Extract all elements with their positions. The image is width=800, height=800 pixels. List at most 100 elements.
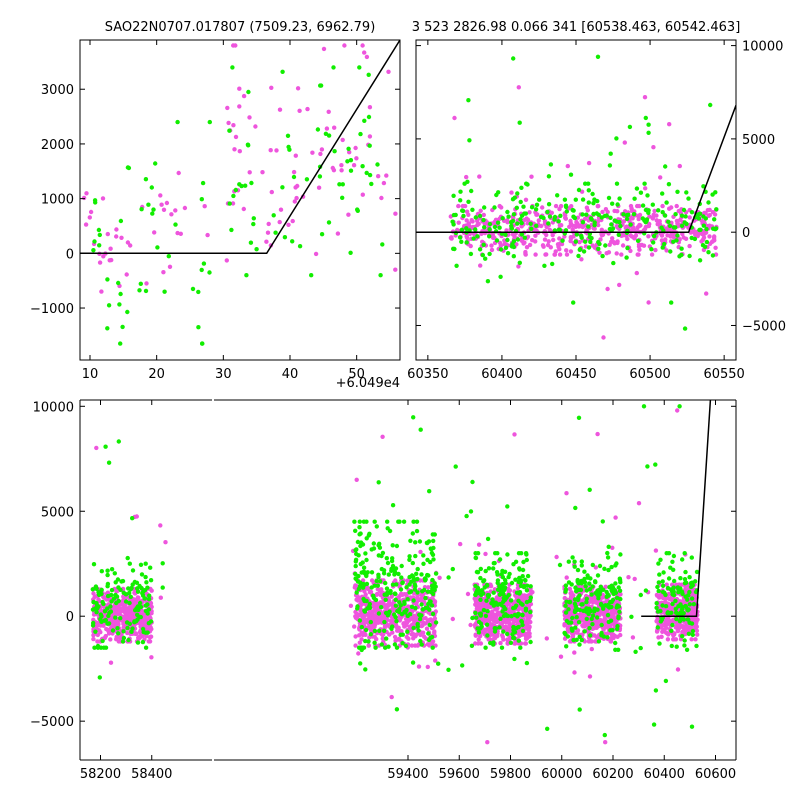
data-point (176, 170, 181, 176)
data-point (660, 203, 665, 209)
data-point (465, 179, 470, 184)
data-point (486, 566, 492, 571)
data-point (491, 590, 496, 595)
data-point (500, 609, 505, 614)
data-point (482, 205, 487, 210)
data-point (671, 225, 677, 230)
data-point (466, 98, 471, 103)
data-point (390, 503, 396, 508)
data-point (651, 233, 657, 239)
data-point (548, 162, 554, 167)
data-point (675, 233, 680, 238)
data-point (663, 592, 668, 598)
data-point (680, 557, 685, 562)
data-point (505, 237, 510, 243)
data-point (655, 625, 660, 630)
data-point (481, 607, 487, 613)
data-point (108, 637, 113, 642)
data-point (679, 589, 685, 594)
data-point (514, 205, 519, 210)
data-point (371, 593, 376, 598)
data-point (621, 233, 626, 238)
data-point (356, 586, 361, 592)
data-point (497, 597, 503, 603)
data-point (518, 645, 523, 650)
data-point (134, 597, 139, 602)
data-point (614, 561, 619, 566)
data-point (563, 204, 569, 210)
data-point (373, 645, 378, 650)
data-point (407, 554, 412, 559)
data-point (687, 243, 692, 249)
data-point (647, 221, 652, 227)
data-point (687, 215, 692, 220)
y-tick-label: 0 (742, 226, 750, 241)
data-point (714, 207, 719, 212)
data-point (251, 216, 256, 221)
data-point (495, 587, 501, 592)
data-point (396, 519, 401, 524)
data-point (498, 274, 503, 279)
data-point (498, 243, 503, 248)
data-point (231, 193, 236, 199)
data-point (123, 605, 128, 611)
data-point (158, 193, 163, 198)
data-point (383, 580, 388, 586)
data-point (586, 181, 591, 186)
scatter-points (448, 54, 719, 340)
data-point (689, 596, 695, 601)
data-point (516, 624, 521, 630)
data-point (393, 566, 399, 571)
data-point (473, 632, 478, 637)
data-point (418, 427, 423, 432)
data-point (375, 583, 380, 588)
data-point (277, 219, 282, 225)
data-point (646, 234, 651, 239)
data-point (659, 634, 664, 639)
data-point (127, 605, 132, 610)
data-point (396, 571, 401, 577)
data-point (362, 608, 367, 613)
data-point (646, 300, 651, 305)
data-point (529, 205, 535, 210)
data-point (392, 634, 398, 640)
data-point (473, 592, 478, 597)
data-point (448, 235, 454, 241)
data-point (511, 244, 516, 250)
data-point (246, 89, 251, 95)
data-point (144, 580, 149, 585)
data-point (143, 288, 149, 294)
data-point (652, 208, 657, 214)
data-point (125, 165, 131, 170)
data-point (568, 172, 574, 177)
data-point (664, 551, 669, 556)
data-point (523, 636, 529, 641)
data-point (153, 161, 158, 166)
data-point (145, 630, 150, 635)
data-point (373, 602, 378, 607)
data-point (617, 592, 622, 597)
data-point (446, 575, 451, 580)
data-point (558, 213, 563, 218)
data-point (458, 541, 463, 547)
data-point (426, 637, 432, 643)
data-point (585, 208, 590, 213)
data-point (389, 694, 394, 700)
data-point (576, 415, 582, 420)
data-point (682, 577, 688, 582)
data-point (464, 240, 469, 245)
data-point (482, 578, 487, 583)
data-point (124, 272, 129, 277)
data-point (603, 243, 608, 248)
data-point (247, 115, 252, 120)
data-point (546, 202, 552, 207)
data-point (205, 232, 210, 238)
data-point (540, 205, 545, 210)
data-point (125, 555, 130, 561)
data-point (576, 620, 582, 625)
data-point (418, 549, 423, 555)
data-point (520, 567, 526, 573)
data-point (600, 253, 605, 259)
data-point (563, 228, 569, 233)
